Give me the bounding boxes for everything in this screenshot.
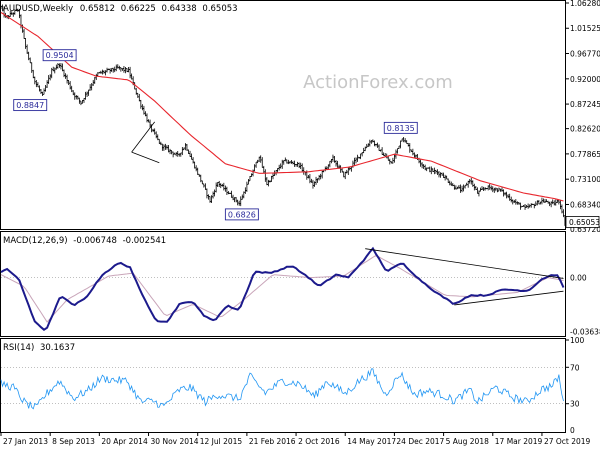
- price-annotation-box: [13, 99, 48, 112]
- rsi-panel-frame: [0, 338, 566, 433]
- price-annotation-box: [224, 208, 259, 221]
- price-annotation-box: [383, 121, 418, 134]
- rsi-title: RSI(14) 30.1637: [3, 343, 75, 353]
- ohlc-high: 0.66225: [121, 4, 156, 14]
- price-annotation-label: 0.8135: [387, 124, 415, 133]
- price-layer: 0.9504 0.8847 0.6826 0.8135: [0, 4, 566, 226]
- price-y-bottom-label: 0.63720: [570, 225, 600, 234]
- price-annotation-label: 0.9504: [46, 51, 74, 60]
- price-annotation-label: 0.6826: [228, 210, 256, 219]
- price-annotation-box: [42, 49, 77, 62]
- price-y-tick-label: 0.92000: [570, 75, 600, 84]
- macd-title: MACD(12,26,9) -0.006748 -0.002541: [3, 236, 166, 246]
- price-trendline: [131, 121, 155, 153]
- macd-zero-flag: [566, 272, 586, 283]
- macd-signal-value: -0.002541: [123, 236, 167, 246]
- rsi-layer: [0, 366, 565, 410]
- macd-name: MACD(12,26,9): [3, 236, 68, 246]
- x-tick-label: 8 Sep 2013: [52, 437, 95, 446]
- macd-zero-label: 0.00: [570, 274, 587, 283]
- price-bar: [562, 209, 565, 218]
- price-trendline: [131, 151, 160, 164]
- price-y-tick-label: 0.73100: [570, 175, 600, 184]
- price-symbol: AUDUSD,Weekly: [3, 4, 73, 14]
- macd-upper-trendline: [365, 248, 564, 279]
- x-tick-label: 27 Jan 2013: [3, 437, 48, 446]
- price-y-tick-label: 1.01525: [570, 24, 600, 33]
- x-tick-label: 21 Feb 2016: [249, 437, 296, 446]
- rsi-y-tick-label: 0: [570, 426, 575, 435]
- price-title: AUDUSD,Weekly 0.65812 0.66225 0.64338 0.…: [3, 4, 238, 14]
- price-y-tick-label: 0.96770: [570, 49, 600, 58]
- price-y-tick-label: 0.87245: [570, 100, 600, 109]
- last-price-flag: [565, 216, 600, 228]
- ohlc-low: 0.64338: [162, 4, 197, 14]
- rsi-y-tick-label: 100: [570, 336, 585, 345]
- last-price-label: 0.65053: [569, 218, 600, 227]
- rsi-line: [0, 368, 564, 410]
- macd-y-bottom-label: -0.036389: [570, 327, 600, 336]
- macd-layer: [0, 246, 565, 331]
- price-y-tick-label: 1.06280: [570, 0, 600, 8]
- price-y-tick-label: 0.82620: [570, 125, 600, 134]
- rsi-value: 30.1637: [40, 343, 75, 353]
- price-panel-frame: [0, 0, 566, 230]
- price-y-tick-label: 0.68340: [570, 200, 600, 209]
- rsi-y-tick-label: 70: [570, 363, 580, 372]
- rsi-name: RSI(14): [3, 343, 34, 353]
- x-tick-label: 2 Oct 2016: [298, 437, 340, 446]
- watermark: ActionForex.com: [303, 72, 453, 93]
- rsi-y-tick-label: 30: [570, 400, 580, 409]
- x-tick-label: 24 Dec 2017: [396, 437, 444, 446]
- price-y-tick-label: 0.77865: [570, 150, 600, 159]
- x-tick-label: 27 Oct 2019: [544, 437, 591, 446]
- x-tick-label: 30 Nov 2014: [151, 437, 199, 446]
- price-annotation-label: 0.8847: [16, 101, 44, 110]
- macd-panel-frame: [0, 231, 566, 337]
- x-tick-label: 14 May 2017: [347, 437, 396, 446]
- x-tick-label: 5 Aug 2018: [446, 437, 489, 446]
- macd-value: -0.006748: [73, 236, 117, 246]
- x-tick-label: 20 Apr 2014: [101, 437, 148, 446]
- x-tick-label: 12 Jul 2015: [200, 437, 243, 446]
- macd-lower-trendline: [454, 290, 564, 306]
- macd-line: [0, 246, 565, 331]
- ohlc-open: 0.65812: [80, 4, 115, 14]
- ohlc-close: 0.65053: [202, 4, 237, 14]
- sma-line: [0, 12, 564, 202]
- x-tick-label: 17 Mar 2019: [495, 437, 543, 446]
